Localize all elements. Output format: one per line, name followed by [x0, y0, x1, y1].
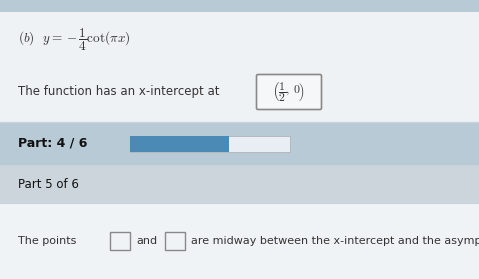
Text: The function has an x-intercept at: The function has an x-intercept at — [18, 85, 219, 98]
Text: Part 5 of 6: Part 5 of 6 — [18, 177, 79, 191]
Bar — [0, 0, 479, 122]
Text: $(b)$  $y = -\dfrac{1}{4}\cot(\pi x)$: $(b)$ $y = -\dfrac{1}{4}\cot(\pi x)$ — [18, 27, 130, 53]
Text: and: and — [136, 236, 157, 246]
FancyBboxPatch shape — [256, 74, 321, 109]
Bar — [0, 12, 479, 122]
Bar — [130, 136, 229, 151]
Bar — [0, 122, 479, 165]
Bar — [130, 136, 290, 151]
Bar — [110, 232, 130, 250]
Text: Part: 4 / 6: Part: 4 / 6 — [18, 137, 87, 150]
Text: are midway between the x-intercept and the asymptotes.: are midway between the x-intercept and t… — [191, 236, 479, 246]
Text: $\left(\dfrac{1}{2},\,0\right)$: $\left(\dfrac{1}{2},\,0\right)$ — [273, 80, 306, 104]
Text: The points: The points — [18, 236, 76, 246]
Bar — [165, 232, 185, 250]
Bar — [0, 165, 479, 203]
Bar — [0, 0, 479, 12]
Bar — [0, 203, 479, 279]
